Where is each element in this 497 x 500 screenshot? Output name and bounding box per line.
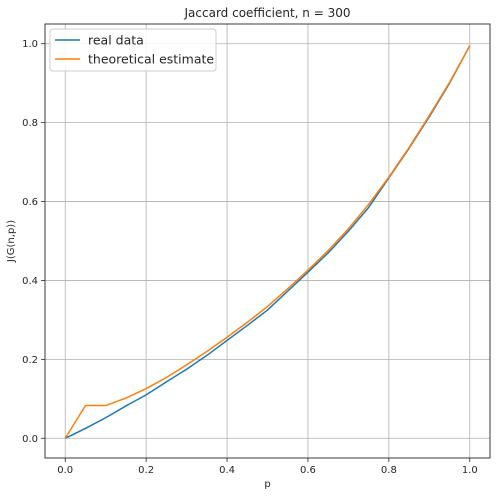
y-tick-label: 0.6: [22, 197, 38, 208]
legend-label-real-data: real data: [88, 33, 144, 48]
x-tick-label: 0.4: [219, 465, 235, 476]
y-tick-label: 0.2: [22, 355, 38, 366]
plot-frame: [44, 23, 491, 459]
x-tick-label: 0.0: [57, 465, 73, 476]
series-group: [64, 45, 471, 439]
y-tick-label: 0.4: [22, 276, 38, 287]
series-line-theoretical-estimate: [64, 45, 471, 439]
x-tick-label: 0.2: [138, 465, 154, 476]
ticks: 0.0 0.2 0.4 0.6 0.8 1.0 0.0 0.2 0.4 0.6 0.8 1.0: [22, 39, 478, 476]
x-tick-label: 0.6: [300, 465, 316, 476]
x-tick-label: 0.8: [381, 465, 397, 476]
chart-title: Jaccard coefficient, n = 300: [184, 6, 351, 20]
y-tick-label: 1.0: [22, 39, 38, 50]
legend: real data theoretical estimate: [49, 28, 217, 72]
x-axis-label: p: [264, 479, 270, 490]
legend-box: [49, 28, 217, 72]
x-tick-label: 1.0: [462, 465, 478, 476]
y-axis-label: J(G(n,p)): [6, 220, 17, 263]
y-tick-label: 0.8: [22, 118, 38, 129]
y-tick-label: 0.0: [22, 434, 38, 445]
legend-label-theoretical-estimate: theoretical estimate: [88, 52, 214, 67]
